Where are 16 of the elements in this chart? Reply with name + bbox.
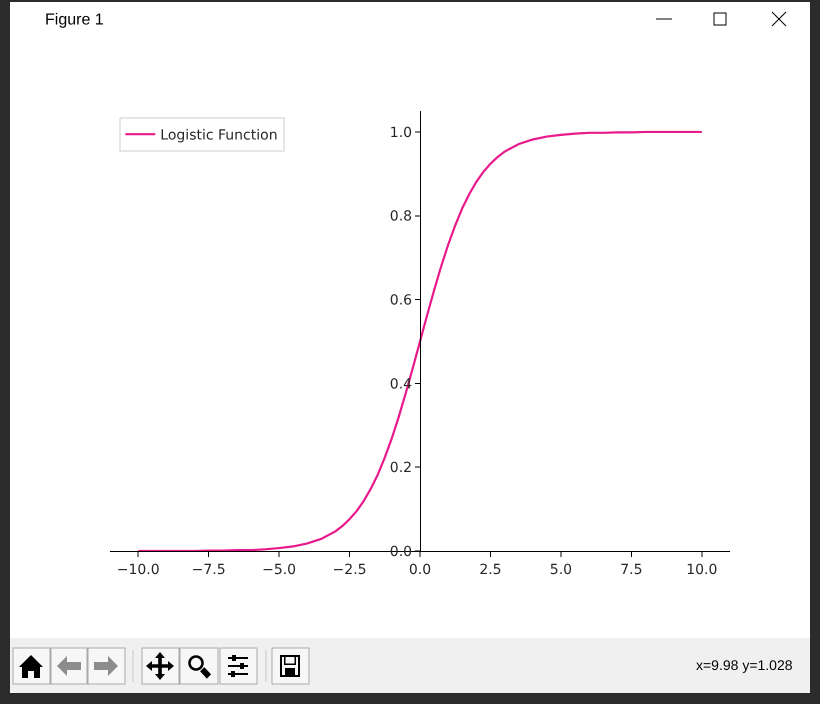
y-tick-label: 1.0 bbox=[390, 124, 412, 141]
legend-label: Logistic Function bbox=[160, 128, 278, 144]
text: x=9.98 y=1.028 bbox=[696, 657, 793, 673]
x-tick-label: 2.5 bbox=[479, 562, 502, 578]
x-tick-label: −7.5 bbox=[192, 562, 226, 578]
x-tick-label: −2.5 bbox=[332, 562, 367, 578]
x-tick-label: 0.0 bbox=[408, 562, 432, 578]
y-tick-label: 0.8 bbox=[390, 208, 412, 225]
x-tick-label: 10.0 bbox=[686, 562, 718, 578]
chart-title: Figure 1 bbox=[45, 12, 104, 29]
x-tick-label: −5.0 bbox=[262, 562, 296, 578]
x-tick-label: 7.5 bbox=[620, 562, 642, 578]
x-tick-label: −10.0 bbox=[116, 562, 160, 578]
y-tick-label: 0.6 bbox=[390, 292, 412, 308]
y-tick-label: 0.2 bbox=[390, 460, 412, 476]
x-tick-label: 5.0 bbox=[550, 562, 572, 578]
